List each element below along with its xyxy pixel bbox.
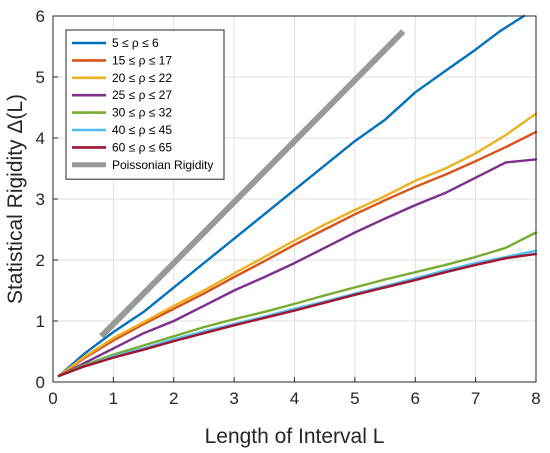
legend-label-2: 20 ≤ ρ ≤ 22 — [112, 71, 172, 85]
legend-box — [65, 29, 225, 180]
x-tick-label: 4 — [290, 389, 299, 408]
x-tick-label: 7 — [471, 389, 480, 408]
x-tick-label: 3 — [229, 389, 238, 408]
legend-label-0: 5 ≤ ρ ≤ 6 — [112, 36, 159, 50]
series-line-3 — [57, 158, 538, 378]
series-line-2 — [57, 112, 538, 378]
y-tick-label: 2 — [36, 251, 45, 270]
series-line-5 — [57, 249, 538, 378]
y-tick-label: 4 — [36, 129, 45, 148]
legend: 5 ≤ ρ ≤ 6 15 ≤ ρ ≤ 17 20 ≤ ρ ≤ 22 25 ≤ ρ ≤ … — [65, 29, 225, 180]
y-axis-title: Statistical Rigidity Δ(L) — [4, 94, 27, 304]
x-axis-title: Length of Interval L — [205, 425, 385, 448]
series-line-0 — [57, 14, 526, 378]
legend-label-3: 25 ≤ ρ ≤ 27 — [112, 88, 172, 102]
series-line-1 — [57, 130, 538, 378]
legend-label-5: 40 ≤ ρ ≤ 45 — [112, 123, 172, 137]
y-tick-label: 3 — [36, 190, 45, 209]
y-tick-label: 1 — [36, 312, 45, 331]
y-tick-label: 5 — [36, 68, 45, 87]
x-tick-label: 5 — [350, 389, 359, 408]
series-line-4 — [57, 231, 538, 378]
series-line-6 — [57, 252, 538, 378]
x-tick-label: 1 — [109, 389, 118, 408]
y-tick-label: 6 — [36, 7, 45, 26]
legend-label-6: 60 ≤ ρ ≤ 65 — [112, 140, 172, 154]
legend-label-1: 15 ≤ ρ ≤ 17 — [112, 53, 172, 67]
series-group — [57, 14, 538, 378]
series-line-7 — [99, 29, 406, 339]
x-tick-label: 0 — [48, 389, 57, 408]
legend-label-4: 30 ≤ ρ ≤ 32 — [112, 106, 172, 120]
x-tick-label: 2 — [169, 389, 178, 408]
y-tick-label: 0 — [36, 373, 45, 392]
ticks: 0 1 2 3 4 5 6 7 8 0 1 2 3 4 5 6 — [36, 7, 541, 408]
legend-label-7: Poissonian Rigidity — [112, 158, 213, 172]
x-tick-label: 6 — [411, 389, 420, 408]
x-tick-label: 8 — [531, 389, 540, 408]
